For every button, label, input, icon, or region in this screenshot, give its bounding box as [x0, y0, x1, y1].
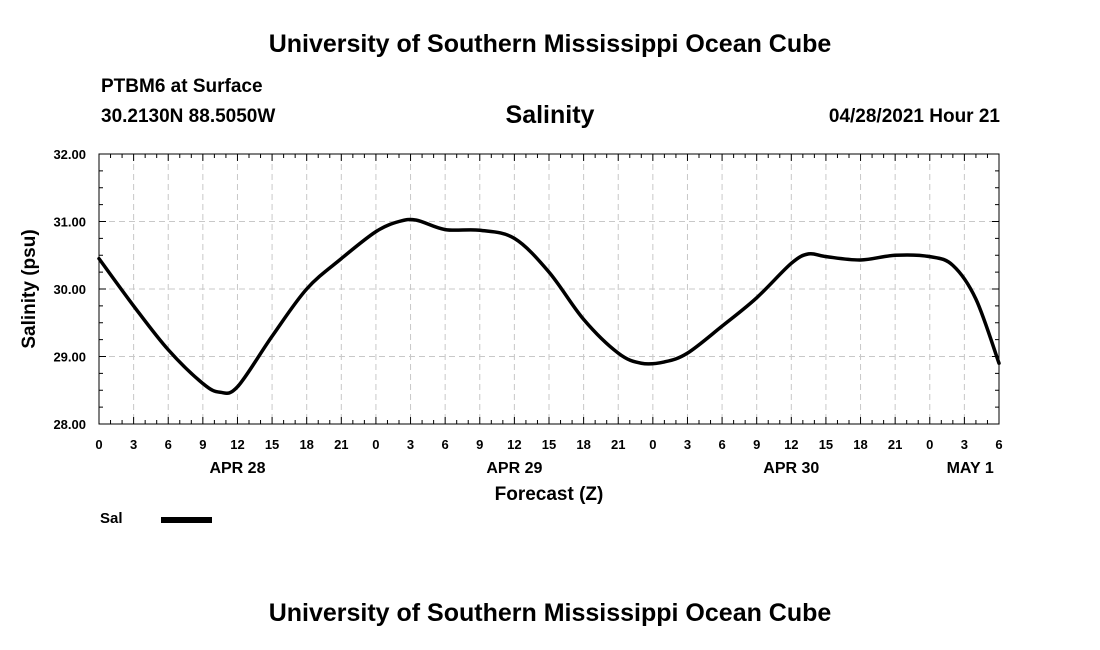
- y-tick-label: 30.00: [53, 282, 86, 297]
- y-axis-title: Salinity (psu): [19, 229, 40, 348]
- legend-line-swatch: [161, 517, 212, 523]
- page-title: University of Southern Mississippi Ocean…: [268, 30, 832, 58]
- x-tick-label: 0: [372, 437, 379, 452]
- y-tick-label: 32.00: [53, 147, 86, 162]
- x-tick-label: 3: [130, 437, 137, 452]
- day-label: MAY 1: [947, 460, 994, 477]
- x-tick-label: 15: [265, 437, 279, 452]
- station-name: PTBM6 at Surface: [101, 76, 263, 97]
- y-tick-label: 28.00: [53, 417, 86, 432]
- day-label: APR 30: [763, 460, 819, 477]
- legend-label: Sal: [100, 510, 123, 527]
- x-tick-label: 6: [718, 437, 725, 452]
- x-tick-label: 15: [819, 437, 833, 452]
- y-tick-label: 29.00: [53, 350, 86, 365]
- x-tick-label: 6: [165, 437, 172, 452]
- x-tick-label: 6: [995, 437, 1002, 452]
- x-tick-label: 15: [542, 437, 556, 452]
- x-tick-label: 0: [95, 437, 102, 452]
- x-tick-label: 9: [753, 437, 760, 452]
- x-tick-label: 9: [476, 437, 483, 452]
- x-tick-label: 0: [649, 437, 656, 452]
- x-tick-label: 18: [853, 437, 867, 452]
- footer-title: University of Southern Mississippi Ocean…: [268, 599, 832, 627]
- y-tick-label: 31.00: [53, 215, 86, 230]
- x-tick-label: 21: [611, 437, 625, 452]
- x-tick-label: 6: [442, 437, 449, 452]
- x-tick-label: 18: [576, 437, 590, 452]
- x-tick-label: 21: [888, 437, 902, 452]
- series-line-sal: [97, 217, 1001, 396]
- chart-title: Salinity: [505, 101, 595, 129]
- x-tick-label: 9: [199, 437, 206, 452]
- x-tick-label: 21: [334, 437, 348, 452]
- x-tick-label: 18: [299, 437, 313, 452]
- x-tick-label: 12: [507, 437, 521, 452]
- x-tick-label: 3: [684, 437, 691, 452]
- x-tick-label: 12: [230, 437, 244, 452]
- x-tick-label: 0: [926, 437, 933, 452]
- x-tick-label: 3: [407, 437, 414, 452]
- x-tick-label: 3: [961, 437, 968, 452]
- forecast-datetime: 04/28/2021 Hour 21: [828, 106, 1000, 127]
- x-axis-title: Forecast (Z): [495, 484, 604, 505]
- x-tick-label: 12: [784, 437, 798, 452]
- day-label: APR 28: [209, 460, 265, 477]
- station-coordinates: 30.2130N 88.5050W: [101, 106, 276, 127]
- day-label: APR 29: [486, 460, 542, 477]
